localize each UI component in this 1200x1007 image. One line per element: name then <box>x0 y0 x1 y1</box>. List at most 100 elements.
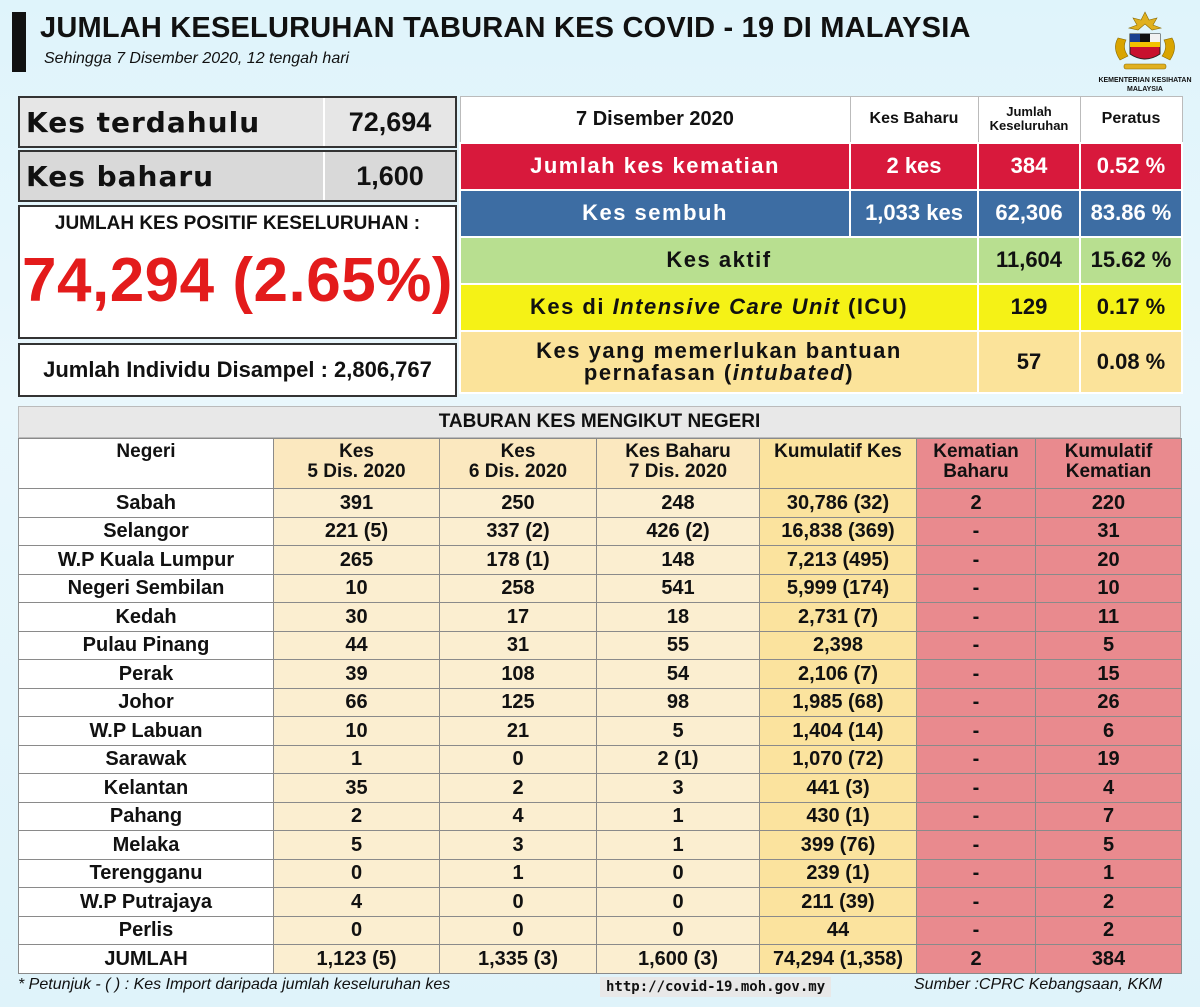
cumulative-deaths: 19 <box>1035 744 1182 774</box>
new-deaths: - <box>916 801 1036 831</box>
state-header-row: Negeri Kes 5 Dis. 2020 Kes 6 Dis. 2020 Kes… <box>18 438 1182 489</box>
cumulative-deaths: 20 <box>1035 545 1182 575</box>
new-deaths: - <box>916 744 1036 774</box>
previous-cases-box: Kes terdahulu 72,694 <box>18 96 457 148</box>
icu-label-italic: Intensive Care Unit <box>612 294 841 319</box>
table-row: Selangor 221 (5) 337 (2) 426 (2) 16,838 (369… <box>18 516 1182 546</box>
cumulative-cases: 1,070 (72) <box>759 744 917 774</box>
new-cases-box: Kes baharu 1,600 <box>18 150 457 202</box>
cases-5dec: 391 <box>273 488 440 518</box>
cumulative-cases: 211 (39) <box>759 887 917 917</box>
active-total: 11,604 <box>977 235 1081 285</box>
cumulative-cases: 5,999 (174) <box>759 573 917 603</box>
cases-7dec: 1 <box>596 830 760 860</box>
coat-of-arms-icon <box>1115 11 1175 70</box>
cumulative-deaths: 384 <box>1035 944 1182 974</box>
status-header-row: 7 Disember 2020 Kes Baharu Jumlah Keselur… <box>459 96 1183 143</box>
col-cum-deaths-line1: Kumulatif <box>1064 441 1153 462</box>
new-deaths: - <box>916 602 1036 632</box>
cases-6dec: 1,335 (3) <box>439 944 597 974</box>
new-deaths: 2 <box>916 488 1036 518</box>
state-name: W.P Labuan <box>18 716 274 746</box>
state-table: Negeri Kes 5 Dis. 2020 Kes 6 Dis. 2020 Kes… <box>18 438 1182 974</box>
col-7dec-line1: Kes Baharu <box>625 441 731 462</box>
new-deaths: - <box>916 516 1036 546</box>
total-positive-label: JUMLAH KES POSITIF KESELURUHAN : <box>54 213 421 234</box>
cases-6dec: 4 <box>439 801 597 831</box>
cases-7dec: 18 <box>596 602 760 632</box>
page-title: JUMLAH KESELURUHAN TABURAN KES COVID - 1… <box>40 12 971 44</box>
state-name: Kelantan <box>18 773 274 803</box>
deaths-row: Jumlah kes kematian 2 kes 384 0.52 % <box>459 141 1183 191</box>
new-deaths: - <box>916 659 1036 689</box>
cumulative-deaths: 7 <box>1035 801 1182 831</box>
cumulative-deaths: 220 <box>1035 488 1182 518</box>
col-7dec: Kes Baharu 7 Dis. 2020 <box>596 438 760 489</box>
cumulative-cases: 399 (76) <box>759 830 917 860</box>
cases-6dec: 17 <box>439 602 597 632</box>
col-5dec-line1: Kes <box>339 441 374 462</box>
table-row: Melaka 5 3 1 399 (76) -5 <box>18 830 1182 860</box>
cases-5dec: 1,123 (5) <box>273 944 440 974</box>
cases-7dec: 55 <box>596 630 760 660</box>
new-deaths: - <box>916 716 1036 746</box>
cases-5dec: 35 <box>273 773 440 803</box>
cumulative-deaths: 1 <box>1035 858 1182 888</box>
state-name: Sabah <box>18 488 274 518</box>
table-row: Perak 39 108 54 2,106 (7) -15 <box>18 659 1182 689</box>
ministry-country: MALAYSIA <box>1127 86 1163 93</box>
cases-6dec: 108 <box>439 659 597 689</box>
state-rows: Sabah 391 250 248 30,786 (32) 2 220 Selangor 221… <box>18 488 1182 974</box>
cases-5dec: 66 <box>273 687 440 717</box>
cases-5dec: 5 <box>273 830 440 860</box>
cases-7dec: 0 <box>596 858 760 888</box>
cumulative-deaths: 10 <box>1035 573 1182 603</box>
total-positive-box: JUMLAH KES POSITIF KESELURUHAN : 74,294 … <box>18 205 457 339</box>
cumulative-deaths: 15 <box>1035 659 1182 689</box>
deaths-total: 384 <box>977 141 1081 191</box>
new-deaths: - <box>916 545 1036 575</box>
table-row: Kelantan 35 2 3 441 (3) -4 <box>18 773 1182 803</box>
state-name: Johor <box>18 687 274 717</box>
cases-5dec: 39 <box>273 659 440 689</box>
col-total-line1: Jumlah <box>1006 104 1052 120</box>
cases-7dec: 0 <box>596 915 760 945</box>
individuals-sampled: Jumlah Individu Disampel : 2,806,767 <box>18 343 457 397</box>
new-deaths: 2 <box>916 944 1036 974</box>
cases-7dec: 98 <box>596 687 760 717</box>
cases-5dec: 1 <box>273 744 440 774</box>
cumulative-deaths: 5 <box>1035 830 1182 860</box>
page-subtitle: Sehingga 7 Disember 2020, 12 tengah hari <box>44 50 350 67</box>
icu-total: 129 <box>977 282 1081 332</box>
cumulative-cases: 2,731 (7) <box>759 602 917 632</box>
cumulative-cases: 44 <box>759 915 917 945</box>
table-row: Pulau Pinang 44 31 55 2,398-5 <box>18 630 1182 660</box>
state-name: Kedah <box>18 602 274 632</box>
cases-6dec: 0 <box>439 744 597 774</box>
table-row: Pahang 2 4 1 430 (1) -7 <box>18 801 1182 831</box>
icu-row: Kes di Intensive Care Unit (ICU) 129 0.1… <box>459 282 1183 332</box>
source-link[interactable]: http://covid-19.moh.gov.my <box>600 977 832 997</box>
icu-label-post: (ICU) <box>840 294 909 319</box>
cumulative-cases: 30,786 (32) <box>759 488 917 518</box>
status-date: 7 Disember 2020 <box>459 96 851 143</box>
table-row: Kedah 30 17 18 2,731 (7) -11 <box>18 602 1182 632</box>
ministry-logo: KEMENTERIAN KESIHATAN MALAYSIA <box>1096 10 1194 93</box>
cases-7dec: 54 <box>596 659 760 689</box>
col-6dec-line1: Kes <box>500 441 536 462</box>
cases-5dec: 4 <box>273 887 440 917</box>
cases-7dec: 5 <box>596 716 760 746</box>
cases-5dec: 265 <box>273 545 440 575</box>
cumulative-deaths: 2 <box>1035 887 1182 917</box>
cases-5dec: 221 (5) <box>273 516 440 546</box>
intubated-label-line1: Kes yang memerlukan bantuan <box>536 337 902 363</box>
state-name: Perak <box>18 659 274 689</box>
cases-6dec: 3 <box>439 830 597 860</box>
cases-6dec: 0 <box>439 915 597 945</box>
cumulative-cases: 1,404 (14) <box>759 716 917 746</box>
cumulative-deaths: 11 <box>1035 602 1182 632</box>
new-deaths: - <box>916 858 1036 888</box>
cases-5dec: 2 <box>273 801 440 831</box>
cumulative-cases: 16,838 (369) <box>759 516 917 546</box>
new-deaths: - <box>916 573 1036 603</box>
